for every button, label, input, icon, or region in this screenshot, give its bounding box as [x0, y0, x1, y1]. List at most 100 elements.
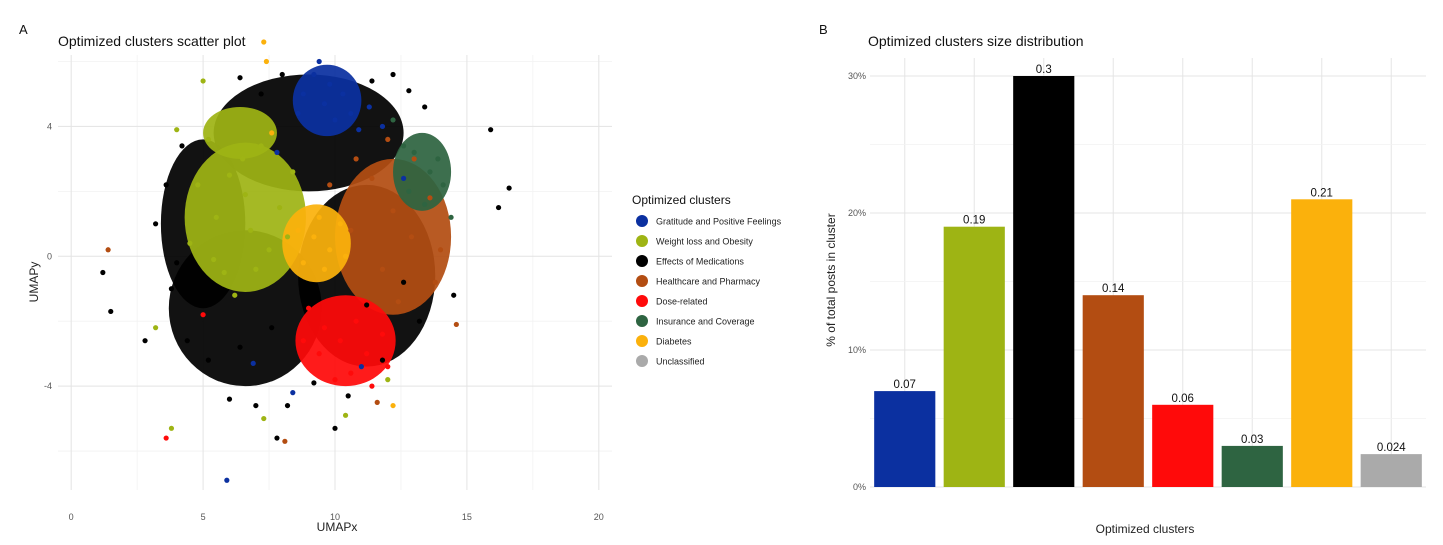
scatter-point: [316, 214, 322, 220]
scatter-point: [345, 393, 351, 399]
scatter-x-axis-title: UMAPx: [317, 520, 358, 534]
scatter-point: [142, 338, 148, 344]
scatter-point: [400, 279, 407, 285]
scatter-point: [261, 39, 267, 45]
scatter-point: [205, 136, 211, 143]
scatter-point: [274, 435, 280, 441]
legend-swatch: [636, 295, 648, 307]
scatter-point: [385, 377, 391, 383]
cluster-cloud: [295, 295, 396, 387]
scatter-point: [356, 127, 362, 133]
scatter-point: [369, 78, 375, 84]
scatter-point: [408, 234, 415, 240]
bar-value-label: 0.19: [963, 215, 985, 227]
scatter-point: [261, 415, 267, 422]
cluster-cloud: [292, 64, 362, 137]
scatter-point: [174, 127, 180, 133]
scatter-point: [213, 214, 219, 220]
cluster-cloud: [184, 142, 306, 292]
scatter-axis-ticks: 0 5 10 15 20 -4 0 4: [44, 121, 604, 522]
bar-y-tick-label: 0%: [853, 482, 866, 492]
bar-value-label: 0.03: [1241, 434, 1263, 446]
scatter-point: [211, 256, 217, 263]
bar-axis-ticks: 0% 10% 20% 30%: [848, 71, 866, 492]
scatter-point: [369, 383, 375, 389]
scatter-point: [390, 402, 396, 409]
scatter-point: [282, 438, 288, 444]
scatter-point: [311, 234, 317, 240]
scatter-point: [242, 191, 248, 198]
bar-value-label: 0.06: [1172, 393, 1194, 405]
panel-label-b: B: [819, 22, 828, 37]
scatter-point: [290, 169, 296, 175]
scatter-x-tick-label: 15: [462, 512, 472, 522]
scatter-point: [427, 169, 433, 175]
bar-title: Optimized clusters size distribution: [868, 33, 1084, 49]
scatter-x-tick-label: 10: [330, 512, 340, 522]
scatter-point: [422, 201, 428, 207]
scatter-point: [390, 117, 396, 123]
scatter-point: [400, 143, 407, 149]
scatter-point: [488, 127, 494, 133]
scatter-point: [195, 182, 201, 188]
legend-label: Insurance and Coverage: [656, 317, 755, 327]
legend-label: Weight loss and Obesity: [656, 237, 753, 247]
scatter-point: [321, 266, 328, 272]
scatter-point: [437, 247, 444, 253]
scatter-point: [232, 292, 238, 298]
scatter-point: [348, 370, 354, 376]
scatter-x-tick-label: 5: [201, 512, 206, 522]
scatter-y-tick-label: 4: [47, 121, 52, 131]
scatter-title: Optimized clusters scatter plot: [58, 33, 246, 49]
scatter-point: [250, 360, 256, 366]
bar-3: [1013, 76, 1075, 487]
scatter-point: [306, 305, 312, 311]
scatter-point: [247, 227, 254, 233]
legend-swatch: [636, 315, 648, 327]
cluster-cloud: [203, 106, 277, 159]
scatter-point: [332, 425, 338, 431]
scatter-point: [311, 380, 317, 386]
legend-swatch: [636, 215, 648, 227]
scatter-point: [153, 221, 159, 227]
bar-y-tick-label: 20%: [848, 208, 866, 218]
legend-label: Unclassified: [656, 357, 705, 367]
bar-6: [1221, 445, 1283, 487]
scatter-point: [390, 71, 396, 78]
scatter-point: [364, 351, 370, 357]
scatter-point: [290, 390, 296, 396]
cluster-cloud: [282, 204, 351, 283]
scatter-x-tick-label: 20: [594, 512, 604, 522]
scatter-point: [416, 318, 423, 324]
scatter-point: [295, 227, 301, 233]
scatter-point: [366, 104, 372, 110]
scatter-y-tick-label: 0: [47, 251, 52, 261]
bar-bars: [874, 76, 1422, 488]
scatter-point: [237, 75, 243, 81]
scatter-point: [385, 364, 391, 370]
scatter-point: [379, 357, 386, 363]
scatter-point: [390, 208, 396, 214]
bar-1: [874, 391, 936, 487]
scatter-point: [205, 357, 211, 363]
bar-7: [1291, 199, 1353, 488]
scatter-x-tick-label: 0: [69, 512, 74, 522]
legend-swatch: [636, 275, 648, 287]
scatter-point: [451, 292, 457, 298]
bar-x-axis-title: Optimized clusters: [1096, 522, 1195, 536]
scatter-point: [448, 214, 454, 220]
scatter-point: [258, 91, 264, 97]
legend-swatch: [636, 335, 648, 347]
scatter-point: [353, 156, 359, 162]
scatter-point: [108, 308, 114, 315]
bar-4: [1082, 295, 1144, 487]
legend-swatch: [636, 235, 648, 247]
scatter-point: [316, 351, 322, 357]
legend-label: Gratitude and Positive Feelings: [656, 217, 782, 227]
scatter-point: [379, 331, 386, 337]
scatter-point: [168, 286, 175, 292]
scatter-points: [100, 39, 512, 483]
scatter-point: [406, 88, 412, 94]
scatter-point: [253, 402, 259, 409]
scatter-point: [327, 81, 333, 87]
